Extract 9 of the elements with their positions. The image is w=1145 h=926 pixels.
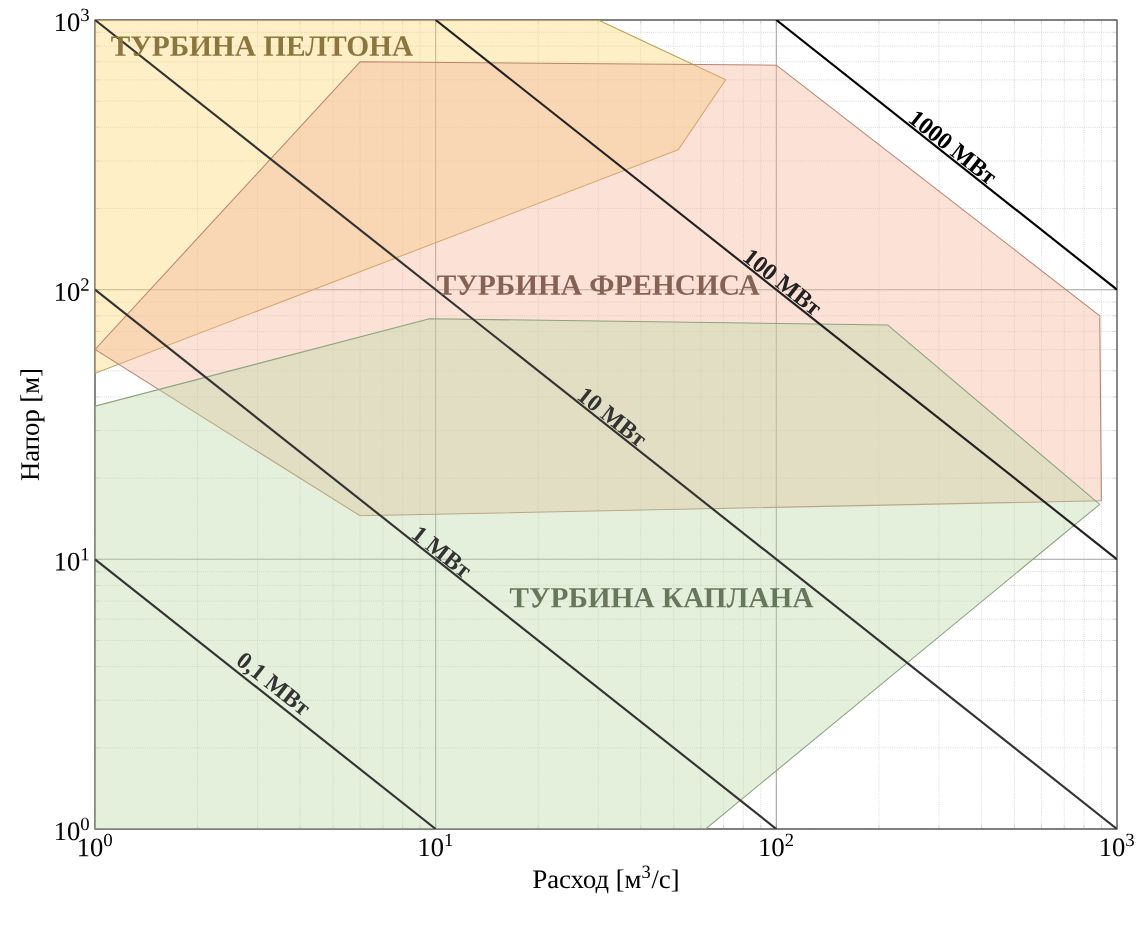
x-tick-label: 10$^{3}$ [1101, 833, 1134, 857]
y-axis-title: Напор [м] [20, 370, 45, 481]
y-tick-label: 10$^{3}$ [55, 8, 89, 32]
series-label: ТУРБИНА КАПЛАНА [509, 587, 814, 608]
y-tick-label: 10$^{1}$ [55, 548, 89, 571]
y-tick-label: 10$^{2}$ [55, 278, 89, 301]
x-tick-label: 10$^{2}$ [760, 833, 793, 857]
x-tick-label: 10$^{1}$ [419, 833, 453, 857]
x-axis-title: Расход [м$^{3}$/с] [533, 865, 678, 894]
